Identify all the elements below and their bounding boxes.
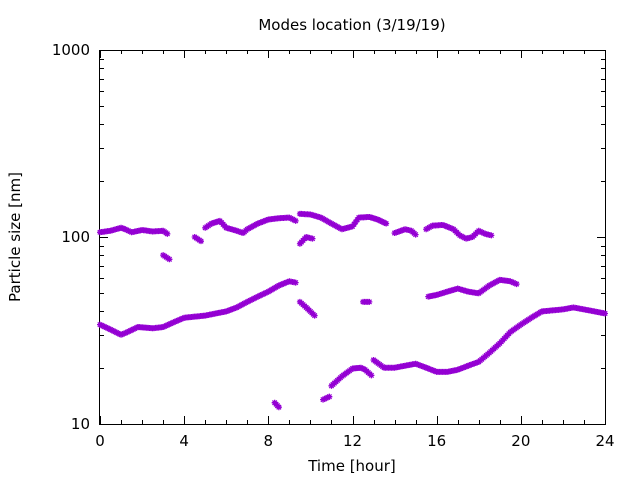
data-point: [198, 238, 204, 245]
data-point: [488, 232, 495, 239]
data-point: [513, 281, 520, 288]
x-tick-label: 4: [179, 432, 189, 450]
x-tick-label: 16: [427, 432, 446, 450]
x-axis: 0 4 8 12 16 20 24: [95, 50, 615, 450]
data-point: [292, 217, 299, 224]
data-point: [368, 372, 375, 379]
y-axis: 10 100 1000: [52, 41, 605, 433]
data-point: [412, 231, 419, 238]
data-point: [311, 312, 318, 319]
plot-frame: [99, 50, 606, 425]
data-point: [275, 404, 282, 411]
data-point: [366, 298, 373, 305]
data-point: [166, 256, 173, 263]
data-point: [292, 279, 299, 286]
x-tick-label: 8: [264, 432, 274, 450]
data-point: [309, 235, 316, 242]
data-points: [97, 210, 608, 411]
y-axis-label: Particle size [nm]: [6, 172, 24, 302]
x-tick-label: 0: [95, 432, 105, 450]
x-tick-label: 20: [511, 432, 530, 450]
chart-title: Modes location (3/19/19): [258, 16, 445, 34]
x-tick-label: 12: [343, 432, 362, 450]
y-tick-label: 10: [71, 415, 90, 433]
data-point: [602, 310, 608, 317]
y-tick-label: 1000: [52, 41, 90, 59]
data-point: [383, 220, 390, 227]
x-tick-label: 24: [595, 432, 614, 450]
y-tick-label: 100: [61, 228, 90, 246]
x-axis-label: Time [hour]: [307, 457, 396, 475]
data-point: [326, 393, 333, 400]
data-point: [164, 230, 171, 237]
